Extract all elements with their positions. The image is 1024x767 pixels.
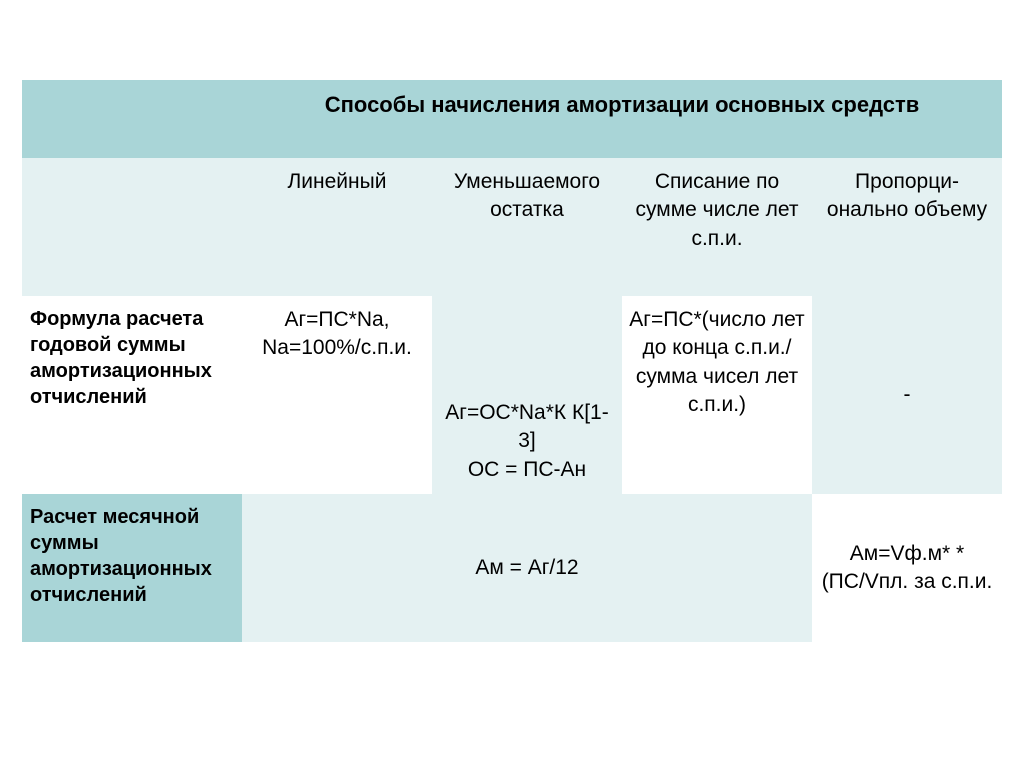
col-header-4: Пропорци-онально объему xyxy=(812,158,1002,296)
cell-r1-c1: Аг=ПС*Na, Na=100%/с.п.и. xyxy=(242,296,432,494)
cell-r1-c3: Аг=ПС*(число лет до конца с.п.и./сумма ч… xyxy=(622,296,812,494)
col-header-2: Уменьшаемого остатка xyxy=(432,158,622,296)
table-row: Расчет месячной суммы амортизационных от… xyxy=(22,494,1002,642)
table-container: Способы начисления амортизации основных … xyxy=(0,0,1024,642)
table-header-row: Способы начисления амортизации основных … xyxy=(22,80,1002,158)
table-title: Способы начисления амортизации основных … xyxy=(242,80,1002,158)
row-label-2: Расчет месячной суммы амортизационных от… xyxy=(22,494,242,642)
col-header-3: Списание по сумме числе лет с.п.и. xyxy=(622,158,812,296)
row-label-1: Формула расчета годовой суммы амортизаци… xyxy=(22,296,242,494)
amortization-table: Способы начисления амортизации основных … xyxy=(22,80,1002,642)
cell-r2-merged: Ам = Аг/12 xyxy=(242,494,812,642)
cell-r1-c4: - xyxy=(812,296,1002,494)
table-subheader-row: Линейный Уменьшаемого остатка Списание п… xyxy=(22,158,1002,296)
table-row: Формула расчета годовой суммы амортизаци… xyxy=(22,296,1002,494)
col-header-1: Линейный xyxy=(242,158,432,296)
cell-r1-c2: Аг=ОС*Na*К К[1-3]ОС = ПС-Ан xyxy=(432,296,622,494)
corner-cell xyxy=(22,80,242,158)
corner-cell-2 xyxy=(22,158,242,296)
cell-r2-c4: Ам=Vф.м* *(ПС/Vпл. за с.п.и. xyxy=(812,494,1002,642)
